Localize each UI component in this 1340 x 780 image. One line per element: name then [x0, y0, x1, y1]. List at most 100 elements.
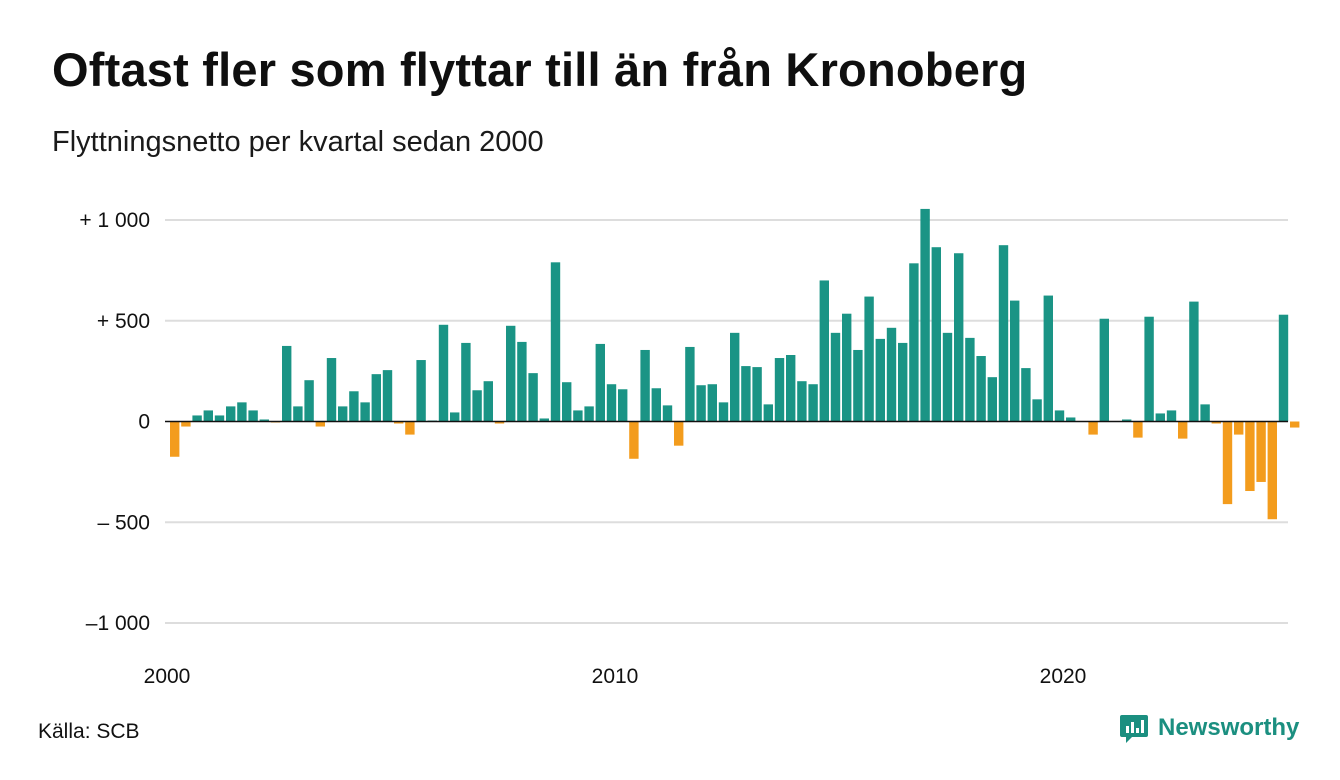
bar	[494, 421, 505, 424]
bar	[830, 332, 841, 422]
bar	[573, 410, 583, 422]
bar	[920, 208, 930, 422]
bar	[662, 405, 673, 422]
bar	[954, 253, 964, 422]
bar	[539, 418, 549, 422]
bar	[338, 406, 348, 422]
bar	[1088, 421, 1098, 435]
bar	[1043, 295, 1053, 422]
bar	[909, 263, 919, 422]
bar	[1245, 421, 1255, 492]
bar	[438, 324, 449, 422]
bar	[864, 296, 874, 422]
bar	[506, 325, 516, 422]
bar	[1278, 314, 1289, 422]
bar	[1200, 404, 1210, 422]
bar	[1133, 421, 1143, 438]
bar	[226, 406, 236, 422]
brand-logo: Newsworthy	[1118, 712, 1299, 744]
bar	[1099, 318, 1109, 422]
bar	[774, 358, 785, 422]
x-tick-label: 2000	[144, 665, 191, 688]
bar	[528, 373, 538, 422]
bar	[282, 345, 292, 422]
bar	[618, 389, 628, 422]
bar	[875, 338, 885, 422]
bar	[965, 337, 975, 422]
y-tick-label: + 500	[97, 310, 150, 333]
bar	[797, 381, 807, 422]
bar	[998, 245, 1009, 422]
bar	[1122, 419, 1132, 422]
bar	[237, 402, 247, 422]
bar	[1189, 301, 1199, 422]
bar	[394, 421, 404, 424]
bar	[819, 280, 829, 422]
bar	[170, 421, 180, 457]
bar	[416, 360, 426, 422]
bar	[248, 410, 258, 422]
bar	[808, 384, 818, 422]
bar	[349, 391, 359, 422]
bar	[640, 349, 650, 422]
bar	[1066, 417, 1076, 422]
bar	[1032, 399, 1042, 422]
bar	[584, 406, 594, 422]
bar	[562, 382, 572, 422]
bar	[326, 358, 337, 422]
bar	[550, 262, 561, 422]
bar	[371, 374, 381, 422]
y-tick-label: – 500	[97, 511, 150, 534]
bar	[842, 313, 852, 422]
bar	[763, 404, 773, 422]
bar	[741, 366, 751, 422]
bar	[674, 421, 684, 446]
bar	[483, 381, 493, 422]
bar	[214, 415, 225, 422]
bar	[517, 341, 527, 422]
brand-name: Newsworthy	[1158, 714, 1300, 741]
y-tick-label: 0	[138, 411, 150, 434]
bar	[718, 402, 729, 422]
bar	[1021, 368, 1031, 422]
bar	[931, 247, 941, 422]
bar	[987, 377, 997, 422]
bar	[696, 385, 706, 422]
bar	[382, 370, 393, 422]
bar	[181, 421, 191, 427]
bar	[730, 332, 740, 422]
x-tick-label: 2010	[592, 665, 639, 688]
bar	[450, 412, 460, 422]
bar	[685, 346, 695, 422]
bar	[1144, 316, 1154, 422]
bar	[1222, 421, 1233, 505]
bar	[405, 421, 415, 435]
y-tick-label: + 1 000	[79, 209, 150, 232]
bar	[1256, 421, 1266, 482]
bar	[203, 410, 213, 422]
bar	[886, 327, 897, 422]
bar	[1166, 410, 1177, 422]
bar	[1290, 421, 1300, 428]
bar	[293, 406, 303, 422]
bar	[1155, 413, 1165, 422]
bar	[976, 356, 986, 422]
bar	[942, 332, 953, 422]
bar	[1234, 421, 1244, 435]
bar	[461, 342, 471, 422]
bar	[1178, 421, 1188, 439]
bar	[1010, 300, 1020, 422]
bar	[752, 367, 762, 422]
bar	[472, 390, 482, 422]
x-tick-label: 2020	[1040, 665, 1087, 688]
bar	[1211, 421, 1221, 424]
bar	[315, 421, 325, 427]
chart-title: Oftast fler som flyttar till än från Kro…	[52, 43, 1028, 96]
bar	[259, 419, 269, 422]
bar	[606, 384, 617, 422]
bar	[786, 355, 796, 422]
bar	[898, 342, 908, 422]
bar	[1054, 410, 1065, 422]
bar	[192, 415, 202, 422]
